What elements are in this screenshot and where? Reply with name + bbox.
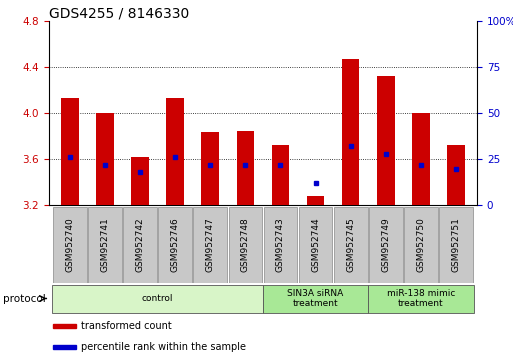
Bar: [307, 196, 324, 205]
Text: GSM952743: GSM952743: [276, 217, 285, 272]
Bar: [202, 132, 219, 205]
Text: GSM952747: GSM952747: [206, 217, 215, 272]
Bar: [61, 98, 78, 205]
FancyBboxPatch shape: [368, 285, 473, 314]
Bar: [377, 76, 394, 205]
FancyBboxPatch shape: [263, 285, 368, 314]
Bar: [166, 98, 184, 205]
Bar: [53, 345, 76, 349]
Bar: [131, 157, 149, 205]
Bar: [272, 145, 289, 205]
FancyBboxPatch shape: [369, 207, 403, 283]
Text: GDS4255 / 8146330: GDS4255 / 8146330: [49, 6, 189, 20]
Text: GSM952751: GSM952751: [451, 217, 461, 272]
Text: SIN3A siRNA
treatment: SIN3A siRNA treatment: [287, 289, 344, 308]
FancyBboxPatch shape: [159, 207, 192, 283]
Text: percentile rank within the sample: percentile rank within the sample: [81, 342, 246, 352]
Text: protocol: protocol: [3, 294, 45, 304]
Text: GSM952742: GSM952742: [135, 217, 145, 272]
Text: GSM952741: GSM952741: [101, 217, 109, 272]
Bar: [236, 131, 254, 205]
FancyBboxPatch shape: [123, 207, 157, 283]
FancyBboxPatch shape: [404, 207, 438, 283]
FancyBboxPatch shape: [334, 207, 367, 283]
FancyBboxPatch shape: [264, 207, 298, 283]
Text: GSM952750: GSM952750: [417, 217, 425, 272]
FancyBboxPatch shape: [299, 207, 332, 283]
Bar: [53, 324, 76, 328]
FancyBboxPatch shape: [193, 207, 227, 283]
FancyBboxPatch shape: [88, 207, 122, 283]
Bar: [412, 113, 430, 205]
Text: GSM952745: GSM952745: [346, 217, 355, 272]
Text: GSM952746: GSM952746: [171, 217, 180, 272]
Text: GSM952749: GSM952749: [381, 217, 390, 272]
Bar: [447, 145, 465, 205]
Text: GSM952748: GSM952748: [241, 217, 250, 272]
Text: GSM952744: GSM952744: [311, 217, 320, 272]
Text: control: control: [142, 294, 173, 303]
Bar: [342, 59, 360, 205]
Text: miR-138 mimic
treatment: miR-138 mimic treatment: [387, 289, 455, 308]
FancyBboxPatch shape: [52, 285, 263, 314]
Text: GSM952740: GSM952740: [65, 217, 74, 272]
Text: transformed count: transformed count: [81, 321, 172, 331]
FancyBboxPatch shape: [228, 207, 262, 283]
Bar: [96, 113, 114, 205]
FancyBboxPatch shape: [439, 207, 473, 283]
FancyBboxPatch shape: [53, 207, 87, 283]
